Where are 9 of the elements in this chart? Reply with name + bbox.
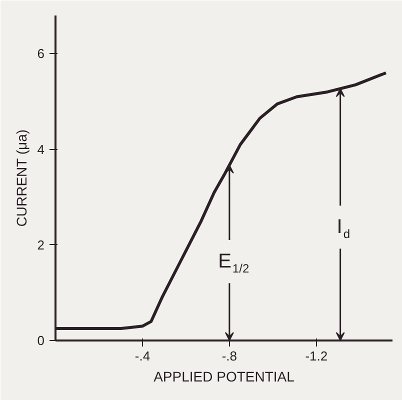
x-tick-label: -.4 [134, 348, 150, 364]
y-tick-label: 2 [37, 237, 45, 252]
y-axis-title: CURRENT (μa) [13, 129, 30, 227]
x-tick-label: -.8 [222, 348, 238, 364]
y-tick-label: 0 [37, 333, 45, 348]
x-axis-title: APPLIED POTENTIAL [154, 368, 295, 384]
x-tick-label: -1.2 [305, 348, 328, 364]
y-tick-label: 4 [37, 142, 45, 157]
y-tick-label: 6 [37, 46, 45, 62]
